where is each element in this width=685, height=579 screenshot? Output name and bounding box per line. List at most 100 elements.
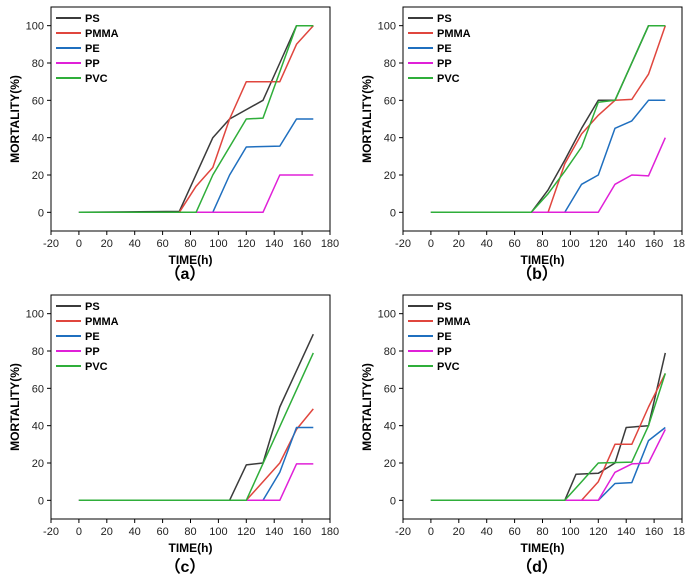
x-tick-label: 80 xyxy=(184,238,196,250)
x-axis-title: TIME(h) xyxy=(521,253,565,267)
x-tick-label: -20 xyxy=(43,526,59,538)
x-tick-label: 40 xyxy=(481,526,493,538)
x-tick-label: 100 xyxy=(209,238,227,250)
x-tick-label: 100 xyxy=(561,526,579,538)
legend-label-pe: PE xyxy=(437,331,452,343)
y-tick-label: 40 xyxy=(32,421,44,433)
series-line-pp xyxy=(430,429,666,502)
legend-label-pmma: PMMA xyxy=(437,316,471,328)
x-tick-label: 60 xyxy=(508,526,520,538)
panel-label: （a） xyxy=(165,265,206,283)
y-axis-title: MORTALITY(%) xyxy=(360,75,374,163)
x-tick-label: 0 xyxy=(428,526,434,538)
y-axis-title: MORTALITY(%) xyxy=(8,363,22,451)
series-line-pmma xyxy=(430,25,667,214)
x-tick-label: 0 xyxy=(76,526,82,538)
x-tick-label: 40 xyxy=(481,238,493,250)
y-tick-label: 0 xyxy=(390,207,396,219)
x-tick-label: 60 xyxy=(508,238,520,250)
legend-label-pmma: PMMA xyxy=(85,316,119,328)
x-tick-label: 80 xyxy=(184,526,196,538)
legend-label-ps: PS xyxy=(437,301,452,313)
legend-label-ps: PS xyxy=(85,13,100,25)
y-tick-label: 40 xyxy=(32,133,44,145)
series-line-pvc xyxy=(430,373,667,502)
x-tick-label: 160 xyxy=(293,526,311,538)
x-tick-label: 180 xyxy=(673,526,685,538)
y-tick-label: 20 xyxy=(32,170,44,182)
x-tick-label: 140 xyxy=(617,238,635,250)
legend-label-pmma: PMMA xyxy=(437,28,471,40)
x-tick-label: 120 xyxy=(589,526,607,538)
series-line-pp xyxy=(78,174,314,214)
y-tick-label: 100 xyxy=(378,21,396,33)
chart-panel-d: -20 0 20 40 60 80 100 120 140 160 180 0 20 40 60 80 100 T… xyxy=(360,294,685,576)
series-line-pvc xyxy=(78,352,314,502)
series-line-pvc xyxy=(78,24,314,214)
legend-label-pp: PP xyxy=(437,58,452,70)
legend-label-pp: PP xyxy=(85,346,100,358)
legend-label-ps: PS xyxy=(437,13,452,25)
x-axis-title: TIME(h) xyxy=(169,541,213,555)
x-tick-label: -20 xyxy=(43,238,59,250)
panel-label: （b） xyxy=(516,265,558,283)
x-tick-label: 40 xyxy=(129,526,141,538)
legend-label-pmma: PMMA xyxy=(85,28,119,40)
y-tick-label: 60 xyxy=(384,383,396,395)
y-tick-label: 40 xyxy=(384,133,396,145)
chart-panel-c: -20 0 20 40 60 80 100 120 140 160 180 0 20 40 60 80 100 T… xyxy=(8,294,339,576)
x-tick-label: 0 xyxy=(76,238,82,250)
legend-label-pp: PP xyxy=(85,58,100,70)
plot-frame xyxy=(402,294,683,520)
panel-label: （c） xyxy=(165,558,206,576)
legend-label-pe: PE xyxy=(85,331,100,343)
series-line-pe xyxy=(78,118,314,214)
y-tick-label: 0 xyxy=(38,207,44,219)
y-axis-title: MORTALITY(%) xyxy=(8,75,22,163)
x-tick-label: 40 xyxy=(129,238,141,250)
series-line-ps xyxy=(430,352,667,502)
y-tick-label: 80 xyxy=(384,58,396,70)
chart-panel-b: -20 0 20 40 60 80 100 120 140 160 180 0 20 40 60 80 100 T… xyxy=(360,6,685,283)
y-tick-label: 40 xyxy=(384,421,396,433)
series-line-pvc xyxy=(430,24,666,214)
x-tick-label: 100 xyxy=(561,238,579,250)
y-tick-label: 20 xyxy=(384,170,396,182)
plot-frame xyxy=(50,6,331,232)
legend-label-pvc: PVC xyxy=(437,361,460,373)
y-tick-label: 80 xyxy=(32,58,44,70)
y-tick-label: 0 xyxy=(38,495,44,507)
x-tick-label: 140 xyxy=(265,526,283,538)
legend-label-pvc: PVC xyxy=(85,361,108,373)
legend-label-pp: PP xyxy=(437,346,452,358)
y-tick-label: 60 xyxy=(384,95,396,107)
x-tick-label: 160 xyxy=(645,526,663,538)
x-tick-label: 20 xyxy=(453,238,465,250)
x-tick-label: 20 xyxy=(101,526,113,538)
series-line-pmma xyxy=(78,408,314,502)
x-tick-label: 180 xyxy=(673,238,685,250)
legend-label-pvc: PVC xyxy=(85,73,108,85)
series-line-pmma xyxy=(78,25,314,214)
y-tick-label: 20 xyxy=(32,458,44,470)
y-tick-label: 60 xyxy=(32,383,44,395)
x-tick-label: -20 xyxy=(395,526,411,538)
series-line-pe xyxy=(430,99,666,214)
legend-label-ps: PS xyxy=(85,301,100,313)
y-tick-label: 100 xyxy=(26,21,44,33)
x-tick-label: 120 xyxy=(237,238,255,250)
y-tick-label: 60 xyxy=(32,95,44,107)
x-tick-label: 0 xyxy=(428,238,434,250)
x-tick-label: 180 xyxy=(321,526,339,538)
series-line-pp xyxy=(78,463,314,502)
x-axis-title: TIME(h) xyxy=(169,253,213,267)
x-tick-label: 160 xyxy=(645,238,663,250)
x-axis-title: TIME(h) xyxy=(521,541,565,555)
chart-panel-a: -20 0 20 40 60 80 100 120 140 160 180 0 20 40 60 80 100 T… xyxy=(8,6,339,283)
y-tick-label: 100 xyxy=(378,309,396,321)
y-tick-label: 100 xyxy=(26,309,44,321)
x-tick-label: 180 xyxy=(321,238,339,250)
y-tick-label: 80 xyxy=(32,346,44,358)
x-tick-label: 120 xyxy=(237,526,255,538)
y-axis-title: MORTALITY(%) xyxy=(360,363,374,451)
